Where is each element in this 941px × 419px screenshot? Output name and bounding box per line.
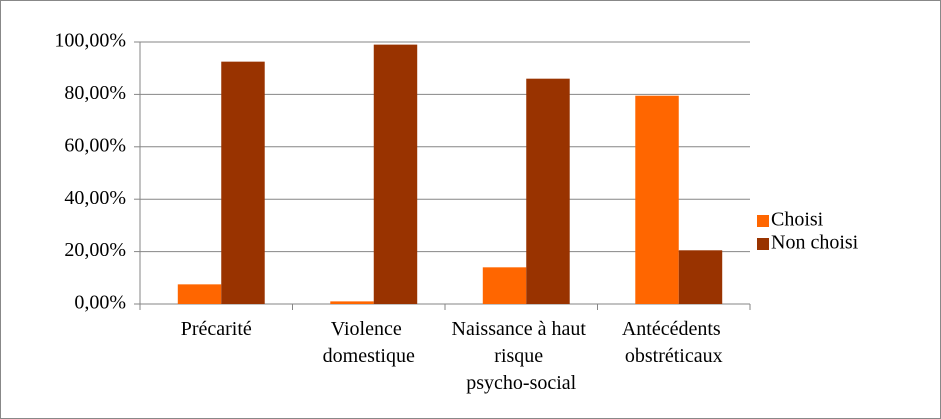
legend-swatch (757, 238, 769, 250)
x-tick-label-line: Antécédents (622, 318, 726, 340)
x-tick-label-line: obstréticaux (625, 345, 723, 367)
y-tick-label: 100,00% (54, 30, 126, 52)
x-tick-label: Violence domestique (323, 318, 415, 367)
x-tick-label-line: Précarité (181, 318, 252, 340)
bar (330, 301, 374, 304)
bar (373, 44, 418, 305)
legend-swatch (757, 215, 769, 227)
bar (177, 284, 222, 304)
legend-label: Non choisi (771, 232, 859, 254)
bar (526, 78, 570, 305)
y-tick-label: 40,00% (64, 187, 126, 209)
bar (482, 267, 527, 304)
bar (221, 61, 265, 305)
x-tick-label: Précarité (181, 318, 252, 340)
x-tick-label-line: psycho-social (466, 372, 576, 394)
y-tick-label: 60,00% (64, 134, 126, 156)
y-tick-label: 20,00% (64, 239, 126, 261)
x-tick-label-line: domestique (323, 345, 415, 367)
y-tick-label: 80,00% (64, 82, 126, 104)
x-tick-label-line: risque (494, 345, 548, 367)
x-tick-label-line: Naissance à haut (452, 318, 591, 340)
y-tick-label: 0,00% (74, 292, 126, 314)
x-tick-label: Naissance à haut risque psycho-social (452, 318, 591, 394)
x-tick-label-line: Violence (331, 318, 407, 340)
bar (678, 250, 723, 304)
x-tick-label: Antécédents obstréticaux (622, 318, 726, 367)
legend-label: Choisi (771, 209, 824, 231)
bar (635, 95, 679, 305)
